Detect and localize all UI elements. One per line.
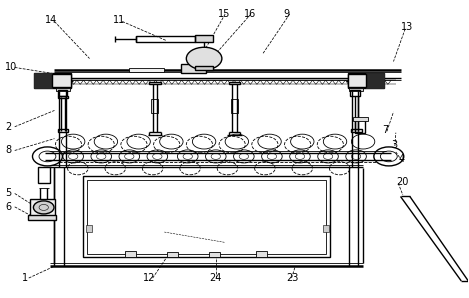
Bar	[34, 73, 52, 88]
Text: 20: 20	[396, 177, 408, 187]
Bar	[349, 88, 363, 91]
Bar	[350, 90, 360, 96]
Text: 16: 16	[244, 9, 256, 19]
Bar	[195, 35, 213, 42]
Bar	[83, 176, 330, 257]
Bar	[195, 66, 213, 70]
Bar	[34, 73, 71, 88]
Bar	[229, 82, 240, 84]
Bar	[58, 90, 67, 96]
Text: 2: 2	[5, 122, 12, 132]
Bar	[166, 252, 178, 257]
Bar	[56, 88, 70, 91]
Text: 10: 10	[5, 63, 18, 72]
Bar	[150, 82, 160, 84]
Bar	[181, 64, 206, 73]
Bar	[366, 73, 384, 88]
Bar	[86, 225, 92, 232]
Text: 3: 3	[391, 139, 397, 150]
Circle shape	[33, 201, 54, 214]
Bar	[30, 199, 55, 216]
Circle shape	[186, 47, 222, 70]
Text: 11: 11	[113, 15, 125, 25]
Text: 4: 4	[398, 154, 404, 164]
Bar	[348, 74, 366, 87]
Text: 6: 6	[5, 202, 12, 212]
Bar	[209, 252, 220, 257]
Text: 12: 12	[144, 273, 156, 283]
Bar	[323, 225, 329, 232]
Text: 7: 7	[382, 125, 388, 135]
Bar	[351, 129, 362, 132]
Bar	[58, 96, 68, 98]
Bar	[28, 215, 56, 220]
Bar	[348, 73, 384, 88]
Bar	[151, 99, 158, 114]
Bar	[38, 167, 50, 183]
Text: 8: 8	[5, 145, 12, 156]
Text: 9: 9	[284, 9, 290, 19]
Bar	[231, 99, 238, 114]
Bar	[256, 251, 267, 257]
Text: 1: 1	[22, 273, 28, 283]
Text: 5: 5	[5, 189, 12, 198]
Bar	[125, 251, 136, 257]
Text: 14: 14	[45, 15, 57, 25]
Bar	[136, 36, 195, 42]
Text: 24: 24	[209, 273, 221, 283]
Text: 23: 23	[286, 273, 298, 283]
Bar	[355, 119, 365, 133]
Bar	[353, 117, 368, 121]
Bar	[58, 129, 68, 132]
Text: 15: 15	[218, 9, 230, 19]
Text: 13: 13	[401, 22, 413, 32]
Bar	[87, 180, 325, 254]
Bar	[52, 74, 71, 87]
Bar	[129, 68, 164, 72]
